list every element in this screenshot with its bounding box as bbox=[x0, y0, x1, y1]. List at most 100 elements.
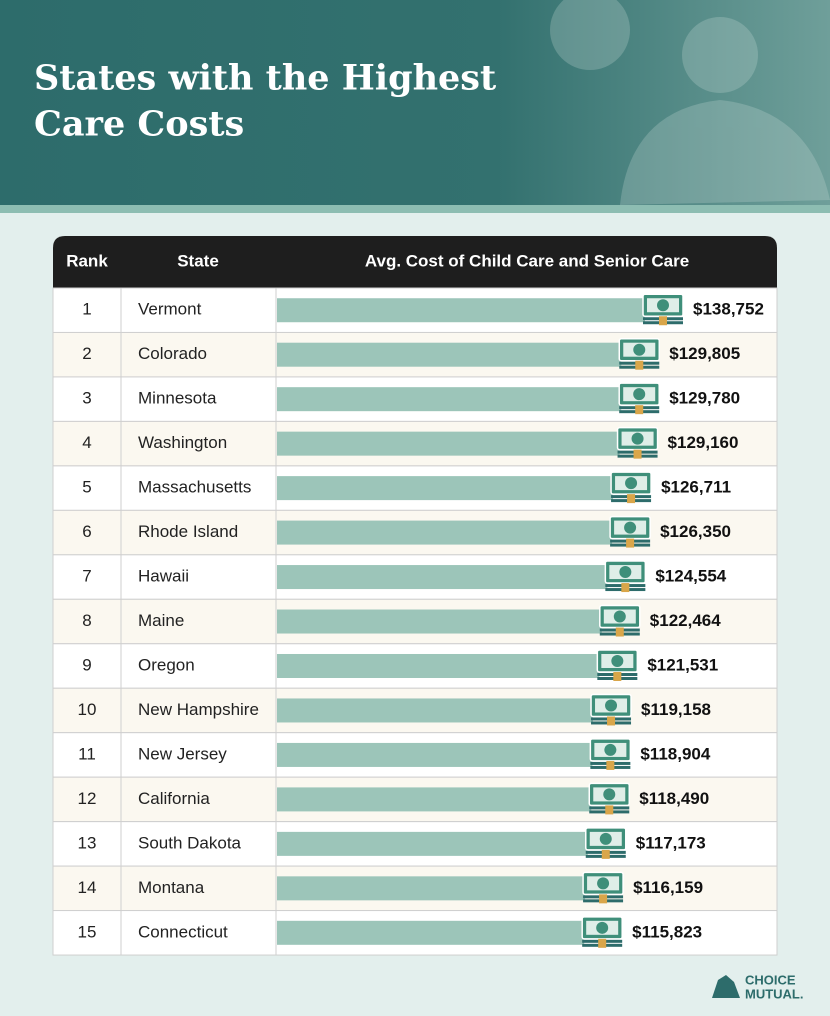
bar bbox=[277, 476, 614, 501]
state: Minnesota bbox=[138, 389, 217, 408]
value-label: $119,158 bbox=[641, 700, 711, 719]
state: New Jersey bbox=[138, 744, 227, 763]
logo-text: MUTUAL. bbox=[745, 986, 804, 1001]
header-stripe bbox=[0, 205, 830, 213]
column-header: Avg. Cost of Child Care and Senior Care bbox=[365, 251, 689, 270]
rank: 2 bbox=[82, 344, 91, 363]
coin bbox=[633, 388, 646, 401]
money-icon bbox=[590, 693, 632, 726]
band bbox=[606, 760, 615, 770]
band bbox=[607, 716, 616, 726]
money-icon bbox=[589, 738, 632, 770]
money-icon bbox=[609, 515, 651, 548]
money-icon bbox=[581, 916, 623, 948]
title-line: Care Costs bbox=[34, 104, 244, 145]
bar bbox=[277, 387, 622, 412]
value-label: $117,173 bbox=[636, 833, 706, 852]
coin bbox=[603, 788, 616, 801]
band bbox=[598, 938, 607, 948]
band bbox=[659, 316, 667, 326]
money-icon bbox=[588, 782, 631, 815]
rank: 7 bbox=[82, 567, 91, 586]
band bbox=[613, 671, 622, 681]
value-label: $124,554 bbox=[655, 567, 726, 586]
rank: 15 bbox=[78, 922, 97, 941]
rank: 11 bbox=[78, 744, 96, 763]
bar bbox=[277, 831, 588, 856]
state: Maine bbox=[138, 611, 184, 630]
rank: 8 bbox=[82, 611, 91, 630]
money-icon bbox=[582, 871, 624, 904]
coin bbox=[633, 343, 646, 356]
header-band bbox=[0, 0, 830, 205]
band bbox=[626, 538, 635, 548]
title-line: States with the Highest bbox=[34, 58, 496, 99]
rank: 1 bbox=[82, 300, 91, 319]
state: Oregon bbox=[138, 655, 195, 674]
coin bbox=[611, 654, 624, 667]
value-label: $118,904 bbox=[640, 744, 711, 763]
bar bbox=[277, 609, 602, 634]
state: Connecticut bbox=[138, 922, 228, 941]
coin bbox=[599, 832, 612, 845]
rank: 12 bbox=[78, 789, 97, 808]
money-icon bbox=[618, 337, 661, 370]
band bbox=[601, 849, 610, 859]
header-photo bbox=[550, 0, 830, 205]
bar bbox=[277, 342, 622, 367]
logo-text: CHOICE bbox=[745, 972, 796, 987]
coin bbox=[657, 299, 669, 312]
column-header: Rank bbox=[66, 251, 108, 270]
state: Rhode Island bbox=[138, 522, 238, 541]
value-label: $129,160 bbox=[668, 433, 739, 452]
rank: 6 bbox=[82, 522, 91, 541]
row-bg bbox=[52, 465, 778, 511]
rank: 5 bbox=[82, 478, 91, 497]
coin bbox=[596, 921, 609, 934]
coin bbox=[597, 877, 610, 890]
state: California bbox=[138, 789, 210, 808]
value-label: $126,350 bbox=[660, 522, 731, 541]
coin bbox=[625, 477, 638, 490]
money-icon bbox=[642, 293, 684, 326]
coin bbox=[624, 521, 637, 534]
bar bbox=[277, 787, 592, 812]
rank: 14 bbox=[78, 878, 97, 897]
rank: 10 bbox=[78, 700, 97, 719]
coin bbox=[604, 743, 617, 756]
rank: 9 bbox=[82, 655, 91, 674]
money-icon bbox=[585, 827, 627, 859]
bar bbox=[277, 653, 600, 678]
money-icon bbox=[616, 426, 659, 459]
logo: CHOICE MUTUAL. bbox=[712, 972, 804, 1001]
band bbox=[635, 405, 644, 415]
coin bbox=[619, 566, 632, 579]
money-icon bbox=[599, 604, 641, 637]
value-label: $129,805 bbox=[669, 344, 740, 363]
table-body: 1 Vermont $138,752 2 Colorado $129,805 3 Minnes… bbox=[52, 287, 778, 956]
value-label: $116,159 bbox=[633, 878, 703, 897]
band bbox=[635, 360, 644, 370]
money-icon bbox=[610, 471, 652, 504]
value-label: $138,752 bbox=[693, 300, 764, 319]
coin bbox=[631, 432, 644, 445]
rank: 13 bbox=[78, 833, 97, 852]
bar bbox=[277, 565, 608, 590]
rank: 4 bbox=[82, 433, 91, 452]
bar bbox=[277, 920, 585, 945]
band bbox=[633, 449, 642, 459]
state: Washington bbox=[138, 433, 227, 452]
value-label: $118,490 bbox=[639, 789, 709, 808]
band bbox=[605, 805, 614, 815]
value-label: $122,464 bbox=[650, 611, 721, 630]
bar bbox=[277, 298, 645, 323]
state: Vermont bbox=[138, 300, 202, 319]
state: New Hampshire bbox=[138, 700, 259, 719]
coin bbox=[613, 610, 626, 623]
money-icon bbox=[604, 560, 647, 593]
value-label: $121,531 bbox=[647, 655, 718, 674]
band bbox=[615, 627, 624, 637]
band bbox=[599, 894, 608, 904]
coin bbox=[605, 699, 618, 712]
